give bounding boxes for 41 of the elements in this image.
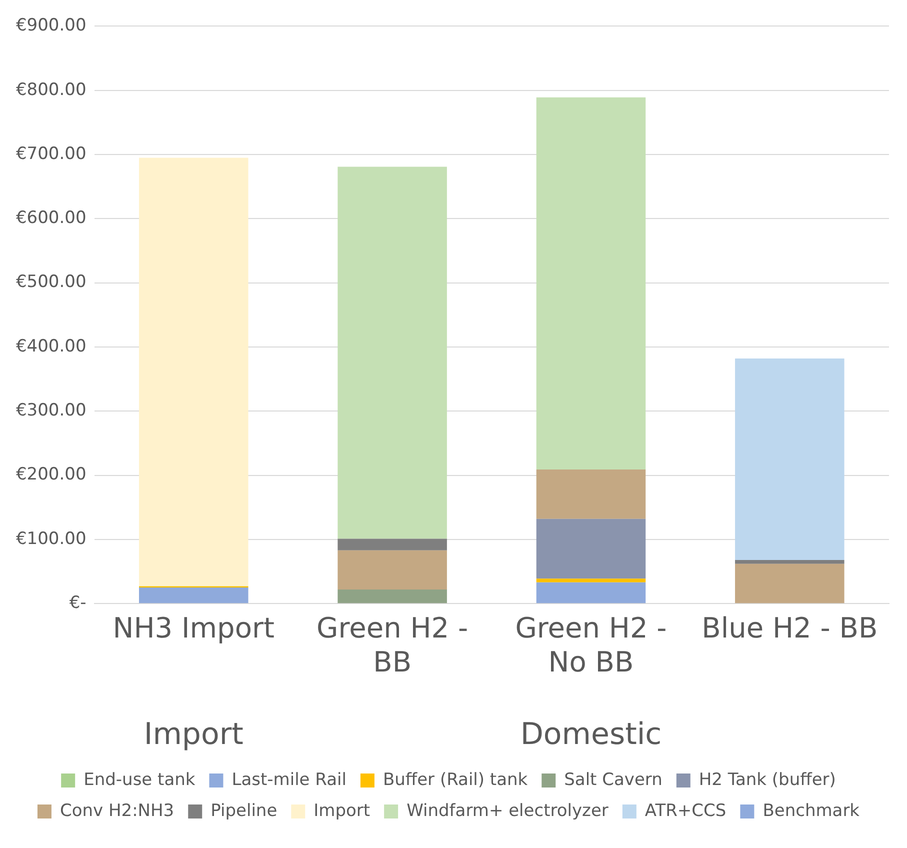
x-tick-label: Green H2 - No BB [515,612,667,678]
y-tick-label: €100.00 [16,528,86,549]
legend-label: Windfarm+ electrolyzer [406,800,608,821]
bar [338,538,447,550]
y-tick-label: €600.00 [16,208,86,228]
legend-label: Last-mile Rail [232,770,346,790]
legend-label: Buffer (Rail) tank [382,770,528,790]
bar [735,560,844,564]
y-tick-label: €900.00 [16,16,86,36]
bar [735,564,844,604]
bar [735,358,844,560]
bar [536,578,646,582]
bar [139,158,248,586]
bar [536,518,646,579]
bar [139,588,248,604]
y-tick-label: €400.00 [16,336,86,356]
y-tick-label: €500.00 [16,272,86,292]
legend-label: H2 Tank (buffer) [698,770,836,790]
x-tick-label: Green H2 - BB [316,612,468,678]
legend-label: Import [314,800,370,821]
y-tick-label: €200.00 [16,464,86,485]
legend-label: Benchmark [762,800,860,821]
x-tick-label: Blue H2 - BB [702,612,878,645]
bar [536,582,646,604]
y-tick-label: €800.00 [16,80,86,100]
text: Import [144,716,244,752]
bar [536,97,646,470]
bar [338,166,447,539]
bar [338,550,447,590]
bar [536,470,646,519]
legend-label: End-use tank [84,770,196,790]
bar [338,589,447,604]
text: Domestic [520,716,662,752]
y-tick-label: €300.00 [16,400,86,421]
y-tick-label: €700.00 [16,144,86,164]
legend-label: Salt Cavern [564,770,662,790]
legend-label: Pipeline [210,800,278,821]
x-tick-label: NH3 Import [112,612,274,645]
y-tick-label: €- [69,593,86,614]
legend-label: Conv H2:NH3 [60,800,174,821]
legend-label: ATR+CCS [644,800,726,821]
